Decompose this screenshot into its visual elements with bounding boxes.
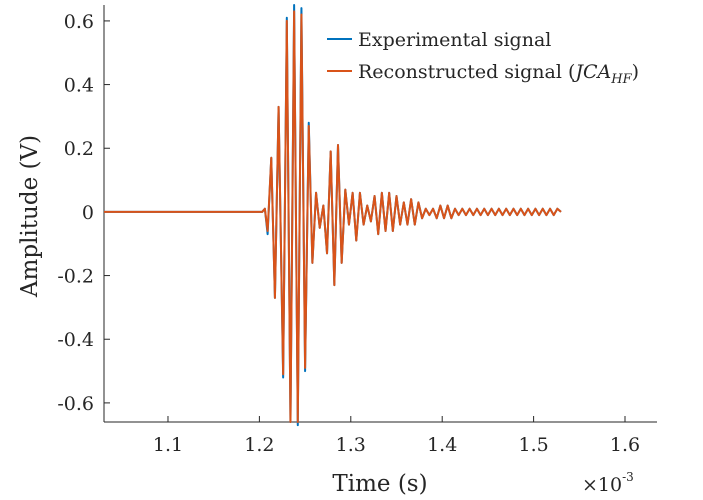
legend-label-math: JCA <box>571 61 611 83</box>
x-tick-label: 1.2 <box>244 434 274 456</box>
legend: Experimental signal Reconstructed signal… <box>327 29 639 87</box>
x-tick-label: 1.3 <box>336 434 366 456</box>
legend-label-reconstructed: Reconstructed signal (JCAHF) <box>358 61 639 87</box>
y-axis-label: Amplitude (V) <box>17 135 43 298</box>
x-multiplier: ×10-3 <box>582 470 634 496</box>
y-tick-label: 0.6 <box>64 11 94 33</box>
series-lines <box>104 4 562 427</box>
x-tick-label: 1.4 <box>427 434 457 456</box>
legend-label-main: Reconstructed signal ( <box>358 61 575 83</box>
y-tick-label: -0.2 <box>57 266 94 288</box>
x-multiplier-base: ×10 <box>582 474 622 496</box>
legend-label-experimental: Experimental signal <box>358 29 551 51</box>
y-tick-label: -0.6 <box>57 393 94 415</box>
y-tick-label: 0.2 <box>64 138 94 160</box>
series-line-reconstructed <box>104 10 562 423</box>
x-tick-label: 1.1 <box>153 434 183 456</box>
legend-label-sub: HF <box>610 72 632 87</box>
x-multiplier-exponent: -3 <box>622 470 634 484</box>
legend-label-close: ) <box>632 61 639 83</box>
y-tick-label: -0.4 <box>57 329 94 351</box>
y-tick-label: 0.4 <box>64 75 94 97</box>
y-tick-label: 0 <box>82 202 94 224</box>
x-tick-label: 1.6 <box>610 434 640 456</box>
x-tick-label: 1.5 <box>518 434 548 456</box>
tick-labels: 1.1 1.2 1.3 1.4 1.5 1.6 0.6 0.4 0.2 0 -0.2 -0.4 -0.6 <box>57 11 640 456</box>
x-axis-label: Time (s) <box>332 471 427 497</box>
